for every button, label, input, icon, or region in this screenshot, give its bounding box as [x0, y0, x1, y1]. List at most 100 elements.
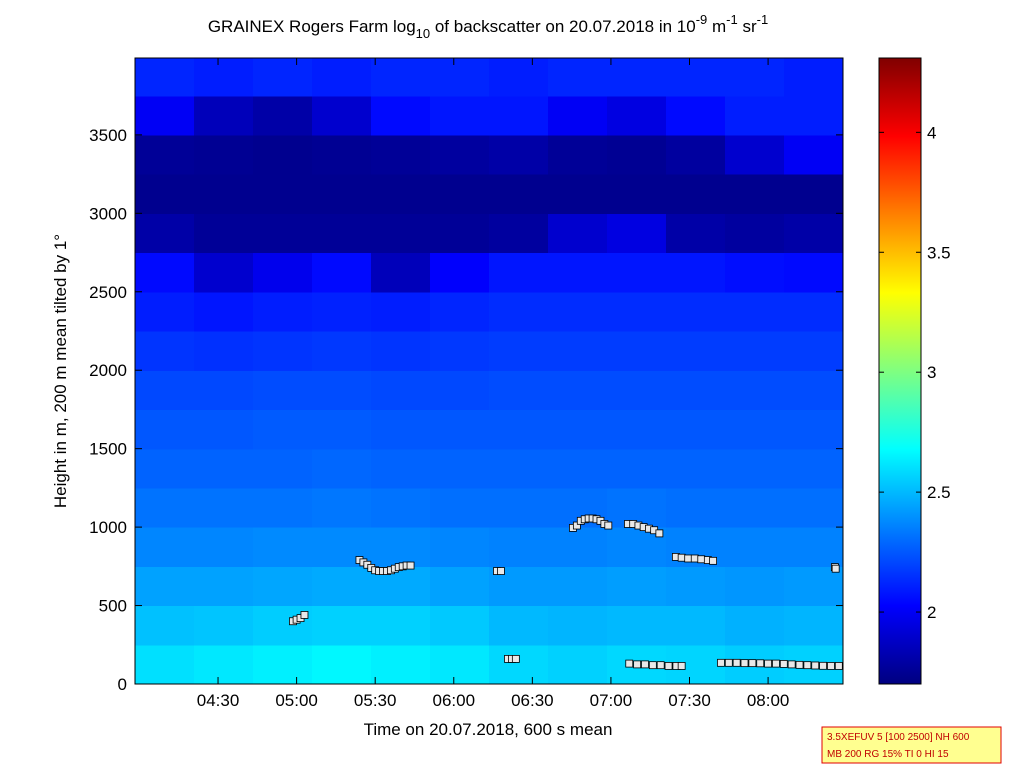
- marker: [748, 659, 757, 668]
- heatmap-cell: [665, 605, 726, 646]
- marker: [819, 661, 827, 670]
- heatmap-cell: [665, 252, 726, 293]
- heatmap-cell: [253, 370, 313, 411]
- marker: [827, 662, 835, 670]
- heatmap-cell: [607, 291, 667, 332]
- heatmap-cell: [253, 213, 313, 254]
- colorbar-tick-label: 3: [927, 363, 936, 382]
- heatmap-cell: [665, 330, 726, 371]
- chart-title: GRAINEX Rogers Farm log10 of backscatter…: [208, 12, 768, 41]
- heatmap-cell: [429, 174, 490, 214]
- heatmap-cell: [489, 58, 549, 97]
- heatmap-cell: [784, 58, 843, 97]
- heatmap-cell: [312, 58, 372, 97]
- x-tick-label: 04:30: [197, 691, 240, 710]
- heatmap-cell: [193, 448, 254, 489]
- heatmap-cell: [607, 58, 667, 97]
- heatmap-cell: [725, 370, 785, 411]
- heatmap-cell: [371, 291, 431, 332]
- heatmap-cell: [548, 605, 608, 646]
- heatmap-cell: [312, 291, 372, 332]
- heatmap-cell: [665, 409, 726, 450]
- marker: [834, 662, 843, 670]
- marker: [709, 556, 717, 565]
- title-part: GRAINEX Rogers Farm log: [208, 17, 416, 36]
- heatmap-cell: [193, 605, 254, 646]
- heatmap-cell: [607, 174, 667, 214]
- heatmap-cell: [665, 58, 726, 97]
- heatmap-cell: [371, 252, 431, 293]
- heatmap-cell: [312, 330, 372, 371]
- heatmap-cell: [193, 487, 254, 528]
- heatmap-cell: [135, 95, 195, 136]
- heatmap-cell: [607, 252, 667, 293]
- heatmap-cell: [607, 330, 667, 371]
- heatmap-cell: [371, 330, 431, 371]
- heatmap-cell: [312, 134, 372, 175]
- title-part: -9: [696, 12, 708, 27]
- x-tick-label: 08:00: [747, 691, 790, 710]
- heatmap-cell: [665, 448, 726, 489]
- x-axis-label: Time on 20.07.2018, 600 s mean: [364, 720, 613, 739]
- heatmap-cell: [312, 213, 372, 254]
- marker: [655, 529, 664, 538]
- heatmap-cell: [371, 174, 431, 214]
- heatmap-cell: [193, 58, 254, 97]
- heatmap-cell: [489, 213, 549, 254]
- heatmap-cell: [665, 95, 726, 136]
- info-line: MB 200 RG 15% TI 0 HI 15: [827, 749, 949, 760]
- marker: [406, 561, 415, 570]
- heatmap-cell: [665, 213, 726, 254]
- heatmap-cell: [429, 95, 490, 136]
- heatmap-cell: [489, 134, 549, 175]
- heatmap-cell: [489, 330, 549, 371]
- heatmap-cell: [193, 213, 254, 254]
- marker: [664, 662, 673, 670]
- marker: [717, 658, 725, 667]
- heatmap-cell: [312, 95, 372, 136]
- heatmap-cell: [253, 291, 313, 332]
- heatmap-cell: [489, 487, 549, 528]
- heatmap-cell: [548, 527, 608, 567]
- marker: [641, 660, 649, 669]
- x-tick-label: 06:00: [432, 691, 475, 710]
- heatmap-cell: [371, 448, 431, 489]
- heatmap-cell: [489, 527, 549, 567]
- heatmap-cell: [489, 448, 549, 489]
- heatmap-cell: [548, 448, 608, 489]
- heatmap-cell: [429, 527, 490, 567]
- marker: [572, 521, 581, 530]
- heatmap-cell: [193, 644, 254, 684]
- heatmap-cell: [607, 134, 667, 175]
- heatmap-cell: [784, 370, 843, 411]
- title-part: of backscatter on 20.07.2018 in 10: [430, 17, 696, 36]
- heatmap-cell: [193, 134, 254, 175]
- heatmap-cell: [548, 95, 608, 136]
- y-tick-label: 500: [99, 597, 127, 616]
- heatmap-cell: [429, 291, 490, 332]
- heatmap-cell: [371, 58, 431, 97]
- heatmap-cell: [253, 330, 313, 371]
- heatmap-cell: [135, 566, 195, 607]
- heatmap-cell: [429, 134, 490, 175]
- heatmap-cell: [193, 330, 254, 371]
- heatmap-cell: [784, 487, 843, 528]
- heatmap-cell: [253, 95, 313, 136]
- heatmap-cell: [371, 370, 431, 411]
- marker: [697, 555, 706, 564]
- marker: [677, 553, 686, 562]
- heatmap-cell: [253, 58, 313, 97]
- heatmap-cell: [429, 605, 490, 646]
- heatmap-cell: [312, 370, 372, 411]
- heatmap-cell: [548, 370, 608, 411]
- marker: [511, 654, 520, 663]
- title-part: m: [707, 17, 726, 36]
- info-box: [821, 726, 1002, 764]
- x-tick-label: 05:00: [275, 691, 318, 710]
- heatmap-cell: [725, 252, 785, 293]
- heatmap-cell: [548, 566, 608, 607]
- y-tick-label: 2500: [89, 283, 127, 302]
- markers: [289, 514, 843, 670]
- heatmap-cell: [784, 448, 843, 489]
- heatmap-cell: [725, 409, 785, 450]
